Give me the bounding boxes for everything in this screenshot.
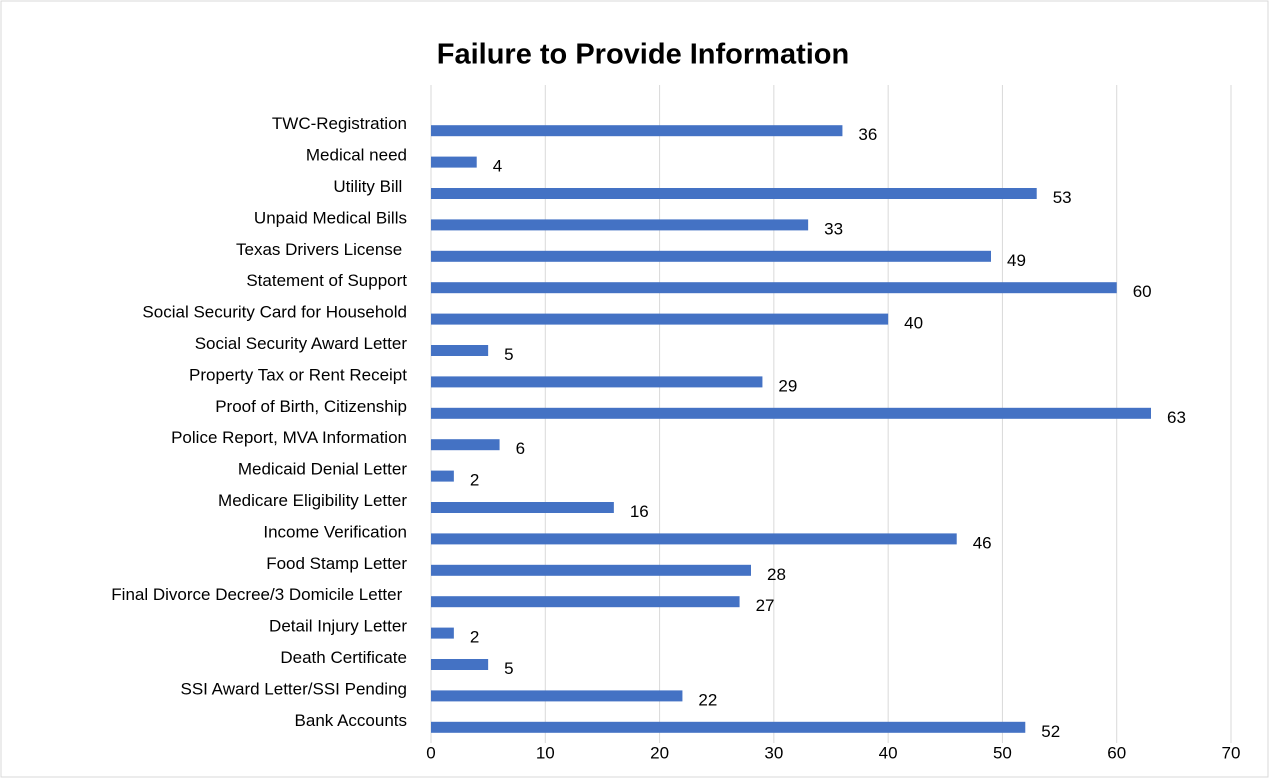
y-tick-label: Final Divorce Decree/3 Domicile Letter — [111, 585, 407, 604]
y-tick-label: SSI Award Letter/SSI Pending — [181, 679, 408, 698]
data-label: 28 — [767, 565, 786, 584]
bar — [431, 345, 489, 356]
data-label: 29 — [778, 376, 797, 395]
data-label: 52 — [1041, 722, 1060, 741]
data-label: 2 — [470, 471, 479, 490]
bar — [431, 282, 1117, 294]
y-tick-label: Medical need — [306, 146, 407, 165]
data-label: 46 — [973, 533, 992, 552]
data-label: 2 — [470, 628, 479, 647]
bar — [431, 156, 477, 168]
bar — [431, 659, 489, 670]
bar — [431, 250, 991, 262]
y-tick-label: Bank Accounts — [295, 711, 407, 730]
data-label: 5 — [504, 345, 513, 364]
bar — [431, 564, 751, 576]
data-label: 36 — [858, 125, 877, 144]
data-label: 60 — [1133, 282, 1152, 301]
data-label: 63 — [1167, 408, 1186, 427]
data-label: 4 — [493, 157, 502, 176]
bar — [431, 219, 809, 231]
y-tick-label: Social Security Award Letter — [195, 334, 408, 353]
y-tick-label: Social Security Card for Household — [142, 303, 407, 322]
bar — [431, 596, 740, 608]
y-tick-label: Medicare Eligibility Letter — [218, 491, 407, 510]
y-tick-label: Food Stamp Letter — [266, 554, 407, 573]
y-tick-label: Detail Injury Letter — [269, 617, 407, 636]
x-tick-label: 60 — [1107, 743, 1126, 762]
bar — [431, 376, 763, 388]
bar — [431, 313, 889, 325]
chart-title: Failure to Provide Information — [437, 39, 850, 71]
data-label: 5 — [504, 659, 513, 678]
bar — [431, 502, 614, 513]
x-tick-label: 0 — [426, 743, 435, 762]
y-tick-label: Unpaid Medical Bills — [254, 208, 407, 227]
y-tick-label: Death Certificate — [280, 648, 407, 667]
x-tick-label: 20 — [650, 743, 669, 762]
y-tick-label: TWC-Registration — [272, 114, 407, 133]
bar — [431, 125, 843, 137]
x-tick-label: 50 — [993, 743, 1012, 762]
y-tick-label: Property Tax or Rent Receipt — [189, 365, 407, 384]
data-label: 6 — [516, 439, 525, 458]
y-tick-label: Statement of Support — [246, 271, 407, 290]
bar — [431, 627, 454, 639]
bar — [431, 721, 1026, 733]
x-tick-label: 10 — [536, 743, 555, 762]
y-tick-label: Proof of Birth, Citizenship — [215, 397, 407, 416]
x-tick-label: 40 — [879, 743, 898, 762]
data-label: 33 — [824, 219, 843, 238]
y-tick-label: Texas Drivers License — [236, 240, 407, 259]
y-tick-label: Income Verification — [263, 522, 407, 541]
data-label: 22 — [698, 690, 717, 709]
data-label: 40 — [904, 314, 923, 333]
data-label: 49 — [1007, 251, 1026, 270]
data-label: 53 — [1053, 188, 1072, 207]
bar — [431, 690, 683, 702]
y-tick-label: Police Report, MVA Information — [171, 428, 407, 447]
bar — [431, 470, 454, 482]
bar — [431, 407, 1151, 419]
bar — [431, 439, 500, 451]
x-tick-label: 70 — [1222, 743, 1241, 762]
y-tick-label: Utility Bill — [333, 177, 407, 196]
data-label: 16 — [630, 502, 649, 521]
x-tick-label: 30 — [764, 743, 783, 762]
data-label: 27 — [756, 596, 775, 615]
bar — [431, 533, 957, 545]
y-tick-label: Medicaid Denial Letter — [238, 460, 407, 479]
bar — [431, 188, 1037, 199]
